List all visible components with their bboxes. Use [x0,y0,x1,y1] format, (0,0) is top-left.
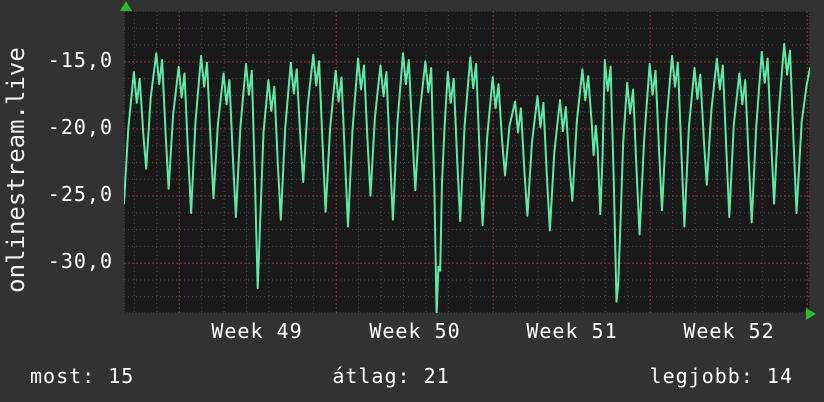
chart-canvas [124,11,810,313]
x-axis-week-label: Week 49 [211,319,303,343]
y-axis-label: -15,0 [47,48,113,72]
plot-area [124,11,810,313]
x-axis-week-label: Week 51 [526,319,618,343]
x-axis-week-label: Week 52 [683,319,775,343]
axis-arrow-up-icon [120,1,132,11]
stat-average: átlag: 21 [332,364,450,388]
stat-best: legjobb: 14 [649,364,793,388]
y-axis-label: -25,0 [47,182,113,206]
y-axis-label: -20,0 [47,115,113,139]
stat-current: most: 15 [30,364,135,388]
x-axis-week-label: Week 50 [369,319,461,343]
y-axis-label: -30,0 [47,249,113,273]
axis-arrow-right-icon [806,308,816,320]
